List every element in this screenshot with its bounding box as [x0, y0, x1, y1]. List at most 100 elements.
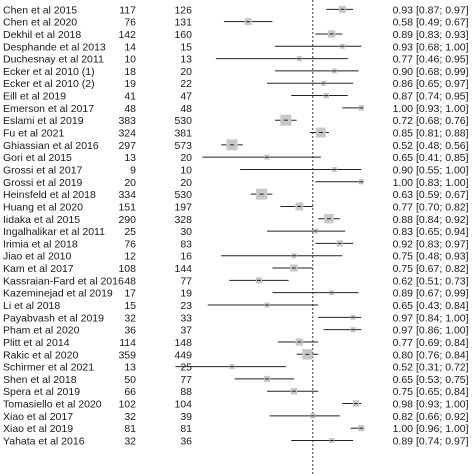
- estimate-value: 0.98: [393, 399, 414, 411]
- study-label: Tomasiello et al 2020: [3, 399, 102, 411]
- total-count: 449: [174, 349, 192, 361]
- estimate-value: 0.52: [393, 140, 414, 152]
- study-label: Chen et al 2020: [3, 17, 77, 29]
- total-count: 148: [174, 337, 192, 349]
- table-row: Iidaka et al 2015 290 328 0.88 [0.84; 0.92]: [3, 214, 469, 226]
- estimate-value: 0.86: [393, 78, 414, 90]
- total-count: 77: [180, 374, 192, 386]
- study-label: Grossi et al 2017: [3, 164, 83, 176]
- ci-value: [0.93; 1.00]: [416, 399, 469, 411]
- ci-value: [0.86; 1.00]: [416, 325, 469, 337]
- ci-value: [0.31; 0.72]: [416, 362, 469, 374]
- ci-value: [0.81; 0.88]: [416, 128, 469, 140]
- events-count: 297: [118, 140, 136, 152]
- study-label: Schirmer et al 2021: [3, 362, 94, 374]
- table-row: Schirmer et al 2021 13 25 0.52 [0.31; 0.72]: [3, 362, 469, 374]
- estimate-value: 0.92: [393, 238, 414, 250]
- total-count: 160: [174, 29, 192, 41]
- events-count: 76: [124, 17, 136, 29]
- ci-value: [0.55; 1.00]: [416, 164, 469, 176]
- total-count: 83: [180, 238, 192, 250]
- total-count: 37: [180, 325, 192, 337]
- total-count: 530: [174, 115, 192, 127]
- events-count: 81: [124, 423, 136, 435]
- total-count: 20: [180, 177, 192, 189]
- study-label: Ecker et al 2010 (2): [3, 78, 95, 90]
- events-count: 102: [118, 399, 136, 411]
- study-label: Desphande et al 2013: [3, 41, 106, 53]
- table-row: Dekhil et al 2018 142 160 0.89 [0.83; 0.93]: [3, 29, 469, 41]
- study-label: Heinsfeld et al 2018: [3, 189, 96, 201]
- table-row: Li et al 2018 15 23 0.65 [0.43; 0.84]: [3, 300, 469, 312]
- total-count: 573: [174, 140, 192, 152]
- ci-value: [0.51; 0.73]: [416, 275, 469, 287]
- ci-value: [0.59; 0.67]: [416, 189, 469, 201]
- events-count: 32: [124, 436, 136, 448]
- study-label: Eill et al 2019: [3, 91, 66, 103]
- events-count: 76: [124, 238, 136, 250]
- estimate-value: 0.90: [393, 164, 414, 176]
- study-label: Grossi et al 2019: [3, 177, 83, 189]
- estimate-value: 0.77: [393, 54, 414, 66]
- ci-value: [0.96; 1.00]: [416, 423, 469, 435]
- total-count: 48: [180, 103, 192, 115]
- estimate-value: 0.82: [393, 411, 414, 423]
- estimate-value: 0.58: [393, 17, 414, 29]
- ci-value: [0.67; 0.99]: [416, 288, 469, 300]
- ci-value: [0.43; 0.84]: [416, 300, 469, 312]
- table-row: Kam et al 2017 108 144 0.75 [0.67; 0.82]: [3, 263, 469, 275]
- estimate-value: 0.65: [393, 374, 414, 386]
- events-count: 13: [124, 152, 136, 164]
- events-count: 20: [124, 177, 136, 189]
- events-count: 50: [124, 374, 136, 386]
- table-row: Yahata et al 2016 32 36 0.89 [0.74; 0.97]: [3, 436, 469, 448]
- ci-value: [0.46; 0.95]: [416, 54, 469, 66]
- table-row: Ecker et al 2010 (2) 19 22 0.86 [0.65; 0.97]: [3, 78, 469, 90]
- ci-value: [0.68; 1.00]: [416, 41, 469, 53]
- estimate-value: 0.85: [393, 128, 414, 140]
- estimate-value: 1.00: [393, 103, 414, 115]
- events-count: 359: [118, 349, 136, 361]
- ci-value: [0.53; 0.75]: [416, 374, 469, 386]
- estimate-value: 0.90: [393, 66, 414, 78]
- ci-value: [0.68; 0.99]: [416, 66, 469, 78]
- estimate-value: 0.89: [393, 29, 414, 41]
- ci-value: [0.76; 0.84]: [416, 349, 469, 361]
- table-row: Chen et al 2020 76 131 0.58 [0.49; 0.67]: [3, 17, 469, 29]
- events-count: 142: [118, 29, 136, 41]
- estimate-value: 0.88: [393, 214, 414, 226]
- table-row: Chen et al 2015 117 126 0.93 [0.87; 0.97]: [3, 4, 469, 16]
- ci-value: [0.66; 0.92]: [416, 411, 469, 423]
- estimate-value: 0.97: [393, 325, 414, 337]
- ci-value: [0.65; 0.97]: [416, 78, 469, 90]
- study-label: Ghiassian et al 2016: [3, 140, 99, 152]
- table-row: Kazeminejad et al 2019 17 19 0.89 [0.67; 0.9…: [3, 288, 469, 300]
- total-count: 197: [174, 201, 192, 213]
- table-row: Kassraian-Fard et al 2016 48 77 0.62 [0.51; …: [3, 275, 469, 287]
- estimate-value: 0.75: [393, 251, 414, 263]
- total-count: 33: [180, 312, 192, 324]
- table-row: Shen et al 2018 50 77 0.65 [0.53; 0.75]: [3, 374, 469, 386]
- total-count: 15: [180, 41, 192, 53]
- estimate-value: 0.97: [393, 312, 414, 324]
- estimate-value: 0.93: [393, 41, 414, 53]
- total-count: 22: [180, 78, 192, 90]
- events-count: 41: [124, 91, 136, 103]
- estimate-value: 1.00: [393, 423, 414, 435]
- study-label: Kam et al 2017: [3, 263, 74, 275]
- table-row: Eill et al 2019 41 47 0.87 [0.74; 0.95]: [3, 91, 469, 103]
- ci-value: [0.74; 0.97]: [416, 436, 469, 448]
- total-count: 126: [174, 4, 192, 16]
- study-label: Ecker et al 2010 (1): [3, 66, 95, 78]
- ci-value: [0.68; 0.76]: [416, 115, 469, 127]
- events-count: 114: [119, 337, 136, 349]
- study-label: Jiao et al 2010: [3, 251, 71, 263]
- events-count: 32: [124, 312, 136, 324]
- events-count: 25: [124, 226, 136, 238]
- table-row: Plitt et al 2014 114 148 0.77 [0.69; 0.84]: [3, 337, 469, 349]
- study-label: Rakic et al 2020: [3, 349, 78, 361]
- total-count: 144: [174, 263, 192, 275]
- total-count: 36: [180, 436, 192, 448]
- events-count: 108: [118, 263, 136, 275]
- events-count: 290: [118, 214, 136, 226]
